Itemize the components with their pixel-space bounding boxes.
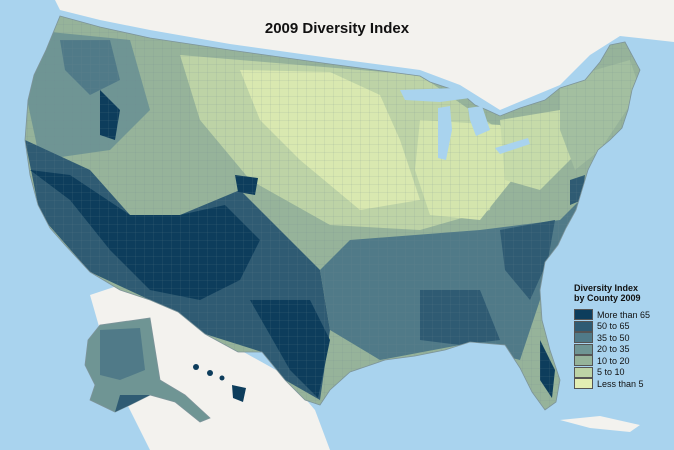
legend-label: 5 to 10 xyxy=(597,367,625,378)
legend-swatch xyxy=(574,378,593,390)
legend-title: Diversity Index by County 2009 xyxy=(574,283,670,303)
legend-title-line2: by County 2009 xyxy=(574,293,641,303)
legend-item: Less than 5 xyxy=(574,378,670,390)
lake-huron xyxy=(468,106,490,136)
legend: Diversity Index by County 2009 More than… xyxy=(574,283,670,390)
legend-label: 35 to 50 xyxy=(597,332,630,343)
legend-swatch xyxy=(574,320,593,332)
legend-label: Less than 5 xyxy=(597,378,644,389)
legend-label: 20 to 35 xyxy=(597,344,630,355)
legend-swatch xyxy=(574,309,593,321)
legend-item: More than 65 xyxy=(574,309,670,321)
legend-swatch xyxy=(574,366,593,378)
hawaii xyxy=(193,364,246,402)
legend-label: 50 to 65 xyxy=(597,321,630,332)
legend-item: 50 to 65 xyxy=(574,320,670,333)
legend-item: 5 to 10 xyxy=(574,366,670,379)
legend-item: 20 to 35 xyxy=(574,343,670,356)
legend-swatch xyxy=(574,332,593,344)
cuba-land xyxy=(560,416,640,432)
lake-superior xyxy=(400,88,470,102)
legend-swatch xyxy=(574,355,593,367)
canada-land xyxy=(0,0,674,110)
legend-item: 10 to 20 xyxy=(574,355,670,367)
legend-title-line1: Diversity Index xyxy=(574,283,639,293)
legend-swatch xyxy=(574,343,593,355)
lake-erie xyxy=(495,138,530,154)
legend-label: 10 to 20 xyxy=(597,355,630,366)
legend-label: More than 65 xyxy=(597,309,651,320)
map-title: 2009 Diversity Index xyxy=(264,20,410,37)
legend-item: 35 to 50 xyxy=(574,332,670,344)
lake-michigan xyxy=(438,106,452,160)
